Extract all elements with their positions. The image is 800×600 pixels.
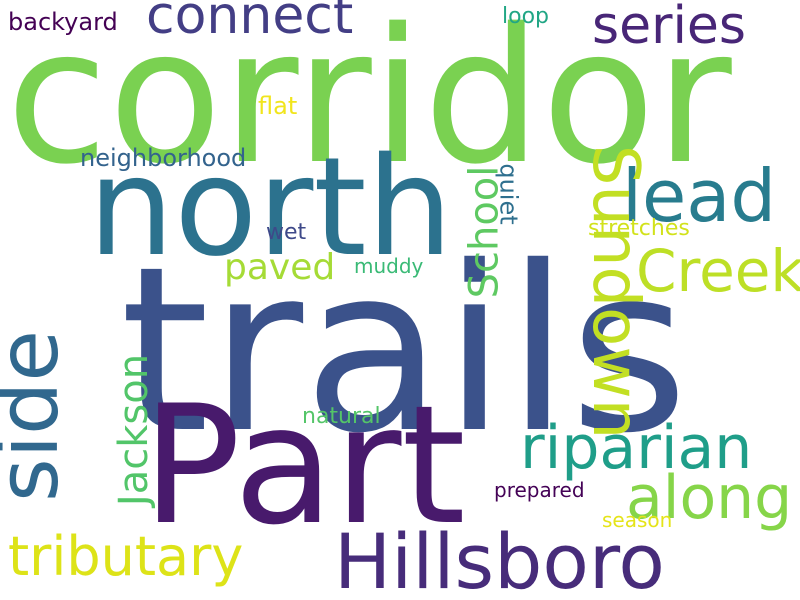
word-jackson: Jackson	[111, 353, 158, 507]
word-stretches: stretches	[588, 216, 690, 241]
word-loop: loop	[502, 4, 549, 29]
word-creek: Creek	[636, 237, 800, 305]
word-flat: flat	[258, 92, 298, 120]
word-riparian: riparian	[520, 413, 753, 483]
word-connect: connect	[146, 0, 354, 46]
word-prepared: prepared	[494, 478, 585, 502]
word-neighborhood: neighborhood	[80, 144, 247, 172]
word-paved: paved	[224, 247, 336, 288]
word-series: series	[592, 0, 746, 56]
word-side: side	[0, 329, 78, 503]
word-tributary: tributary	[8, 525, 244, 588]
word-north: north	[88, 129, 453, 287]
word-quiet: quiet	[494, 163, 523, 225]
word-season: season	[602, 508, 673, 532]
word-wet: wet	[266, 220, 307, 245]
word-trails: trails	[120, 217, 689, 483]
word-corridor: corridor	[6, 0, 732, 205]
word-natural: natural	[302, 404, 381, 429]
word-sundown: Sundown	[578, 144, 653, 440]
word-backyard: backyard	[8, 8, 118, 36]
word-hillsboro: Hillsboro	[334, 517, 665, 600]
word-lead: lead	[622, 154, 777, 238]
word-muddy: muddy	[354, 254, 424, 278]
word-along: along	[626, 463, 793, 533]
word-part: Part	[142, 370, 466, 561]
